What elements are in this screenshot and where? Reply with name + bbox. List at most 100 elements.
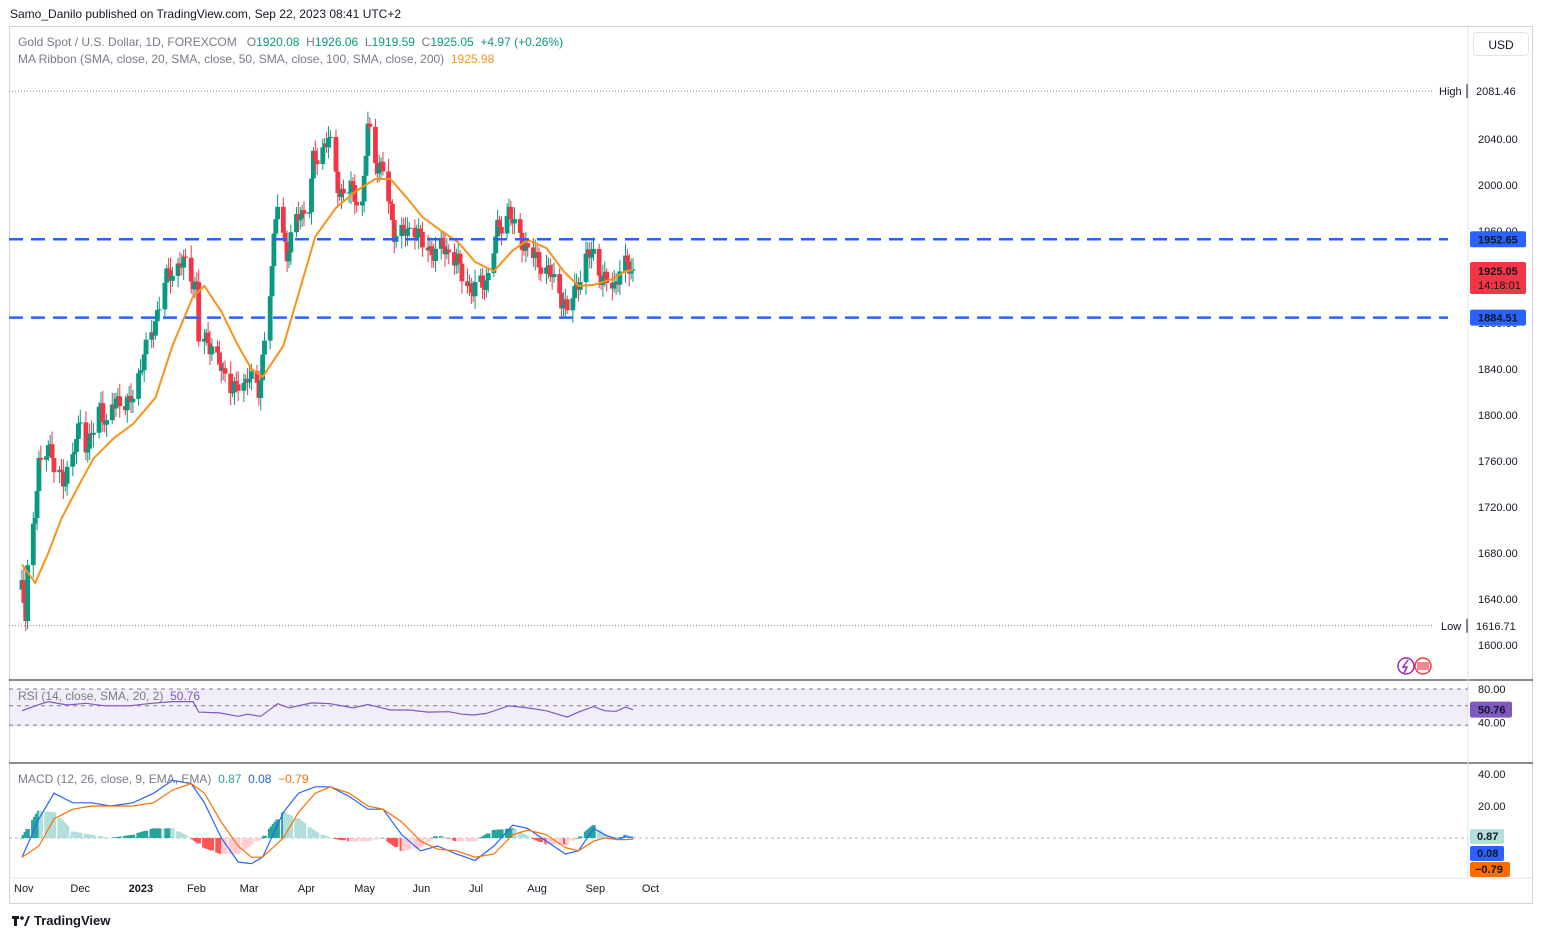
candle-body [288, 232, 294, 253]
candle-body [267, 296, 273, 341]
ma-legend: MA Ribbon (SMA, close, 20, SMA, close, 5… [18, 52, 494, 66]
candle-body [113, 398, 119, 409]
macd-histogram-bar [446, 838, 451, 839]
candle-body [491, 253, 497, 274]
time-tick-label: Nov [14, 883, 34, 895]
rsi-value: 50.76 [170, 689, 201, 703]
candle-body [388, 201, 393, 204]
rsi-legend: RSI (14, close, SMA, 20, 2) 50.76 [18, 689, 200, 703]
candle-body [139, 370, 145, 372]
candle-body [62, 483, 68, 487]
candle-body [215, 346, 220, 353]
macd-histogram-bar [442, 837, 448, 838]
time-tick-label: Jul [469, 883, 483, 895]
time-tick-label: Oct [642, 883, 659, 895]
candle-body [100, 403, 106, 422]
high-value: 1926.06 [314, 35, 359, 49]
macd-histogram-bar [578, 836, 583, 838]
candle-body [30, 523, 36, 566]
macd-histogram-bar [170, 828, 175, 838]
candle-body [333, 136, 339, 172]
candle-body [85, 448, 91, 453]
candle-body [361, 175, 367, 202]
footer-brand-label: TradingView [34, 913, 111, 928]
price-tick-label: 2000.00 [1478, 180, 1518, 192]
macd-signal-line [21, 782, 634, 858]
candle-body [512, 219, 517, 224]
candle-body [209, 346, 215, 355]
candle-body [493, 236, 499, 254]
macd-histogram-bar [367, 838, 372, 841]
macd-histogram-bar [258, 838, 263, 840]
candle-body [166, 268, 172, 271]
lightning-glyph-icon [1401, 659, 1409, 674]
candle-body [104, 420, 109, 425]
macd-histogram-bar [91, 835, 96, 838]
candle-body [341, 188, 346, 194]
macd-histogram-bar [260, 838, 265, 839]
macd-histogram-bar [429, 838, 435, 840]
candle-body [483, 280, 489, 290]
candle-body [495, 219, 501, 237]
candle-body [36, 457, 42, 492]
candle-body [286, 252, 292, 262]
candle-body [311, 150, 316, 179]
candle-body [271, 233, 277, 267]
candle-body [181, 256, 187, 268]
footer-brand[interactable]: TradingView [12, 913, 110, 928]
candle-body [538, 267, 544, 274]
high-marker-value: 2081.46 [1476, 86, 1516, 98]
macd-histogram-bar [427, 838, 433, 841]
last-price-tag [1470, 262, 1526, 295]
macd-histogram-bar [393, 838, 399, 847]
candle-body [96, 406, 102, 433]
rsi-value-label: 50.76 [1478, 705, 1506, 717]
candle-body [59, 469, 64, 472]
macd-histogram-bar [407, 838, 412, 850]
candle-body [87, 433, 93, 449]
candle-body [391, 219, 397, 242]
rsi-line [21, 700, 634, 718]
change-value: +4.97 (+0.26%) [480, 35, 564, 49]
time-tick-label: Aug [527, 883, 547, 895]
lightning-event-icon [1397, 657, 1415, 675]
candle-body [154, 310, 160, 322]
candle-body [299, 210, 305, 219]
macd-histogram-bar [486, 833, 491, 838]
price-tick-label: 1800.00 [1478, 410, 1518, 422]
candle-body [314, 160, 320, 164]
candle-body [294, 214, 299, 233]
rsi-tick-label: 80.00 [1478, 684, 1506, 696]
candle-body [205, 332, 211, 344]
candle-body [611, 282, 617, 289]
currency-button[interactable]: USD [1473, 32, 1529, 56]
candle-body [480, 275, 485, 288]
candle-body [273, 219, 279, 234]
candle-body [230, 392, 235, 394]
candle-body [217, 352, 222, 364]
macd-tick-label: 40.00 [1478, 769, 1506, 781]
candle-body [60, 471, 66, 487]
candle-body [70, 454, 76, 467]
candle-body [192, 281, 198, 290]
macd-hist-tag [1470, 829, 1504, 844]
price-tick-label: 1720.00 [1478, 502, 1518, 514]
macd-histogram-bar [538, 838, 544, 842]
candle-body [412, 227, 418, 238]
candle-body [32, 518, 38, 524]
candle-body [604, 271, 610, 283]
macd-tick-label: 20.00 [1478, 801, 1506, 813]
candle-body [117, 396, 123, 407]
candle-body [536, 252, 542, 268]
candle-body [284, 241, 290, 262]
candle-body [420, 231, 425, 248]
candle-body [320, 147, 326, 164]
candle-body [508, 206, 514, 220]
macd-histogram-bar [38, 811, 43, 838]
us-flag-glyph-icon [1417, 662, 1429, 670]
macd-line-value: 0.08 [248, 772, 272, 786]
macd-histogram-bar [380, 838, 386, 839]
candle-body [497, 219, 502, 227]
macd-label: MACD (12, 26, close, 9, EMA, EMA) [18, 772, 212, 786]
